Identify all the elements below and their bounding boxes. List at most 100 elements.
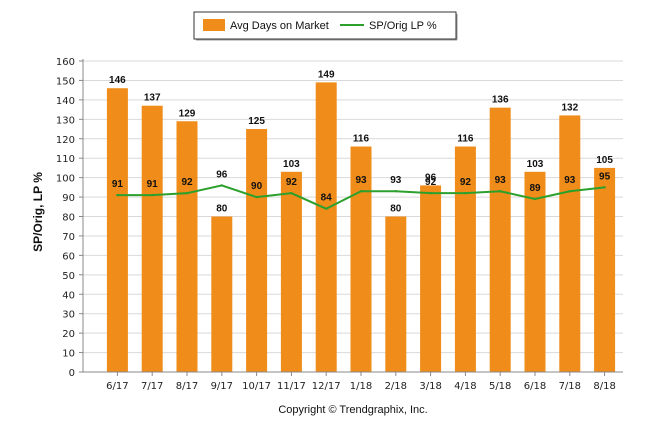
line-value-label: 90 <box>251 181 263 192</box>
bar <box>246 129 268 372</box>
x-tick-label: 10/17 <box>242 381 271 392</box>
x-tick-label: 6/17 <box>106 381 128 392</box>
bar-value-label: 80 <box>216 204 228 215</box>
line-point <box>464 191 467 195</box>
x-tick-label: 11/17 <box>277 381 306 392</box>
bar-value-label: 137 <box>144 93 161 104</box>
line-value-label: 92 <box>181 177 193 188</box>
bar-value-label: 116 <box>457 134 474 145</box>
line-point <box>255 195 258 199</box>
line-point <box>603 186 606 189</box>
y-tick-label: 130 <box>56 115 75 126</box>
bar <box>106 88 128 373</box>
bar-value-label: 149 <box>318 69 335 80</box>
line-value-label: 91 <box>147 179 159 190</box>
bar-value-label: 103 <box>527 159 544 170</box>
x-tick-label: 2/18 <box>385 381 407 392</box>
y-tick-label: 30 <box>62 310 75 321</box>
bar-value-label: 80 <box>390 204 402 215</box>
bar <box>176 121 198 372</box>
y-tick-label: 40 <box>62 290 75 301</box>
bar-value-label: 129 <box>179 108 196 119</box>
line-value-label: 84 <box>321 193 333 204</box>
line-value-label: 93 <box>564 175 576 186</box>
bar <box>280 171 302 372</box>
bar-value-label: 116 <box>353 134 370 145</box>
bar <box>524 171 546 372</box>
x-tick-label: 3/18 <box>419 381 441 392</box>
bar <box>489 107 511 373</box>
bar-value-label: 136 <box>492 95 509 106</box>
line-value-label: 91 <box>112 179 124 190</box>
x-tick-label: 4/18 <box>454 381 476 392</box>
line-value-label: 93 <box>495 175 507 186</box>
line-point <box>568 190 571 193</box>
line-value-label: 96 <box>216 169 228 180</box>
bar <box>141 105 163 373</box>
line-point <box>116 193 119 197</box>
bar-value-label: 103 <box>283 159 300 170</box>
line-point <box>290 191 293 195</box>
copyright-text: Copyright © Trendgraphix, Inc. <box>278 404 427 416</box>
line-point <box>325 207 328 210</box>
line-point <box>151 193 154 197</box>
bar <box>559 115 581 373</box>
axes: 0 10 20 30 40 50 60 70 80 90 100 110 120 130 140 150 160… <box>56 57 623 392</box>
x-tick-label: 1/18 <box>350 381 372 392</box>
legend-label-line: SP/Orig LP % <box>369 20 437 32</box>
x-tick-label: 7/17 <box>141 381 163 392</box>
legend-label-bar: Avg Days on Market <box>230 20 329 32</box>
line-point <box>429 191 432 195</box>
bar-value-label: 146 <box>109 75 126 86</box>
y-tick-label: 120 <box>56 135 75 146</box>
bars <box>106 82 616 373</box>
x-tick-label: 9/17 <box>211 381 233 392</box>
y-tick-label: 0 <box>69 368 75 379</box>
bar <box>454 146 476 372</box>
bar <box>385 216 407 372</box>
x-tick-label: 8/18 <box>593 381 615 392</box>
y-tick-label: 10 <box>62 349 75 360</box>
line-point <box>185 191 189 195</box>
bar-value-label: 132 <box>561 102 578 113</box>
y-tick-label: 100 <box>56 174 75 185</box>
line-value-label: 92 <box>425 177 437 188</box>
line-point <box>533 197 537 201</box>
y-tick-label: 110 <box>56 154 75 165</box>
bar <box>420 185 442 372</box>
x-tick-label: 5/18 <box>489 381 511 392</box>
legend: Avg Days on Market SP/Orig LP % <box>193 11 458 41</box>
bar-value-label: 96 <box>425 172 437 183</box>
line-value-label: 92 <box>460 177 472 188</box>
bar <box>211 216 233 372</box>
bar <box>594 167 616 372</box>
x-tick-label: 12/17 <box>312 381 341 392</box>
line-point <box>220 184 223 187</box>
y-tick-label: 90 <box>62 193 75 204</box>
y-tick-label: 50 <box>62 271 75 282</box>
y-tick-label: 20 <box>62 329 75 340</box>
y-tick-label: 160 <box>56 57 75 68</box>
y-tick-label: 60 <box>62 251 75 262</box>
line-value-label: 93 <box>390 175 402 186</box>
line-point <box>499 190 502 193</box>
x-tick-label: 6/18 <box>524 381 546 392</box>
y-tick-label: 80 <box>62 213 75 224</box>
data-labels: 146 137 129 80 125 103 149 116 80 96 116 136 103 132 1… <box>109 69 613 214</box>
line-value-label: 93 <box>355 175 367 186</box>
line-point <box>394 190 397 193</box>
line-value-label: 95 <box>599 171 611 182</box>
bar-value-label: 125 <box>248 116 265 127</box>
line-point <box>359 190 363 193</box>
y-tick-label: 70 <box>62 232 75 243</box>
x-tick-label: 8/17 <box>176 381 198 392</box>
bar-value-label: 105 <box>596 155 613 166</box>
y-tick-label: 150 <box>56 76 75 87</box>
bar <box>350 146 372 372</box>
x-tick-label: 7/18 <box>559 381 581 392</box>
bar <box>315 82 337 372</box>
line-value-label: 92 <box>286 177 298 188</box>
line-value-label: 89 <box>529 183 541 194</box>
legend-swatch-bar <box>203 19 225 31</box>
